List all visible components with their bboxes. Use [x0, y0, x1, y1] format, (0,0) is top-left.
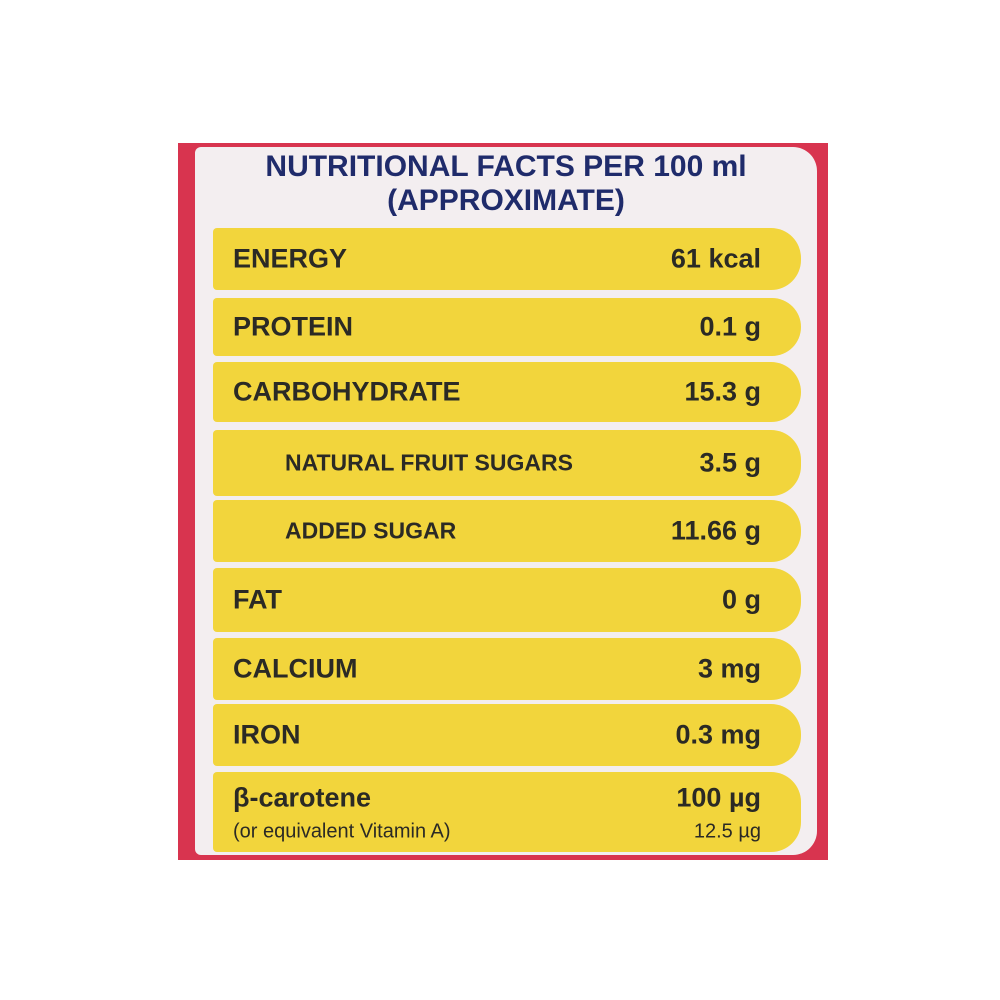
nutrient-value: 100 µg	[676, 782, 761, 813]
nutrient-value: 0 g	[721, 584, 761, 615]
table-row: ENERGY 61 kcal	[213, 228, 801, 290]
nutrient-value: 3.5 g	[699, 447, 761, 478]
nutrient-label: NATURAL FRUIT SUGARS	[285, 449, 573, 476]
table-row: CARBOHYDRATE 15.3 g	[213, 362, 801, 422]
nutrient-label: IRON	[233, 719, 301, 750]
nutrient-value: 11.66 g	[670, 515, 761, 546]
nutrient-value: 15.3 g	[684, 376, 761, 407]
nutrient-label: CARBOHYDRATE	[233, 376, 461, 407]
nutrient-subvalue: 12.5 µg	[693, 820, 761, 843]
table-row: FAT 0 g	[213, 568, 801, 632]
table-row: CALCIUM 3 mg	[213, 638, 801, 700]
nutrient-label: ENERGY	[233, 243, 348, 274]
nutrient-label: CALCIUM	[233, 653, 358, 684]
nutrient-sublabel: (or equivalent Vitamin A)	[233, 820, 451, 843]
table-row: β-carotene 100 µg (or equivalent Vitamin A…	[213, 772, 801, 852]
table-row: NATURAL FRUIT SUGARS 3.5 g	[213, 430, 801, 496]
nutrient-label: FAT	[233, 584, 282, 615]
nutrient-label: ADDED SUGAR	[285, 517, 457, 544]
nutrient-value: 0.1 g	[699, 311, 761, 342]
subtitle: (APPROXIMATE)	[387, 184, 625, 217]
title: NUTRITIONAL FACTS PER 100 ml	[265, 150, 747, 183]
table-row: PROTEIN 0.1 g	[213, 298, 801, 356]
table-row: IRON 0.3 mg	[213, 704, 801, 766]
nutrient-value: 0.3 mg	[675, 719, 761, 750]
nutrient-label: β-carotene	[233, 782, 372, 813]
nutrient-value: 3 mg	[697, 653, 761, 684]
table-row: ADDED SUGAR 11.66 g	[213, 500, 801, 562]
nutrient-value: 61 kcal	[670, 243, 761, 274]
nutrient-label: PROTEIN	[233, 311, 354, 342]
